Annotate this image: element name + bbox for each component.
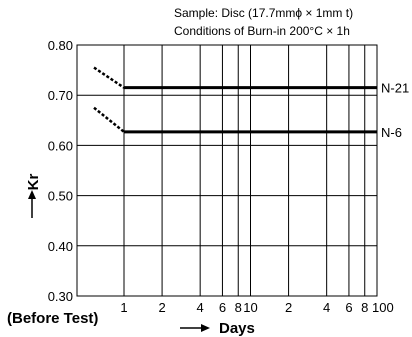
y-tick-label: 0.60 (48, 138, 73, 153)
series-group: N-21 N-6 (94, 68, 409, 140)
plot-frame (77, 45, 377, 296)
x-tick-label: 8 (235, 300, 242, 315)
x-tick-label: 100 (372, 300, 394, 315)
y-axis-label: Kr (25, 174, 42, 191)
x-axis-arrow-head (201, 324, 210, 332)
y-tick-labels: 0.80 0.70 0.60 0.50 0.40 0.30 (48, 38, 73, 304)
x-tick-label: 10 (243, 300, 257, 315)
x-tick-label: 1 (120, 300, 127, 315)
grid (77, 45, 377, 296)
y-axis-arrow-head (28, 190, 36, 199)
before-test-segment-n-21 (94, 68, 124, 88)
series-label-n-6: N-6 (381, 125, 402, 140)
x-tick-label: 2 (158, 300, 165, 315)
before-test-label: (Before Test) (7, 310, 98, 327)
x-tick-labels: 1 2 4 6 8 10 2 4 6 8 100 (120, 300, 393, 315)
y-tick-label: 0.30 (48, 289, 73, 304)
x-tick-label: 2 (285, 300, 292, 315)
x-tick-label: 4 (323, 300, 330, 315)
sample-note: Sample: Disc (17.7mmϕ × 1mm t) (174, 6, 353, 20)
y-tick-label: 0.80 (48, 38, 73, 53)
x-axis-label: Days (219, 320, 255, 337)
series-label-n-21: N-21 (381, 81, 409, 96)
x-tick-label: 6 (345, 300, 352, 315)
x-tick-label: 6 (219, 300, 226, 315)
y-tick-label: 0.70 (48, 88, 73, 103)
y-tick-label: 0.50 (48, 189, 73, 204)
conditions-note: Conditions of Burn-in 200°C × 1h (174, 24, 350, 38)
x-tick-label: 8 (361, 300, 368, 315)
y-tick-label: 0.40 (48, 239, 73, 254)
before-test-segment-n-6 (94, 108, 124, 132)
x-tick-label: 4 (197, 300, 204, 315)
